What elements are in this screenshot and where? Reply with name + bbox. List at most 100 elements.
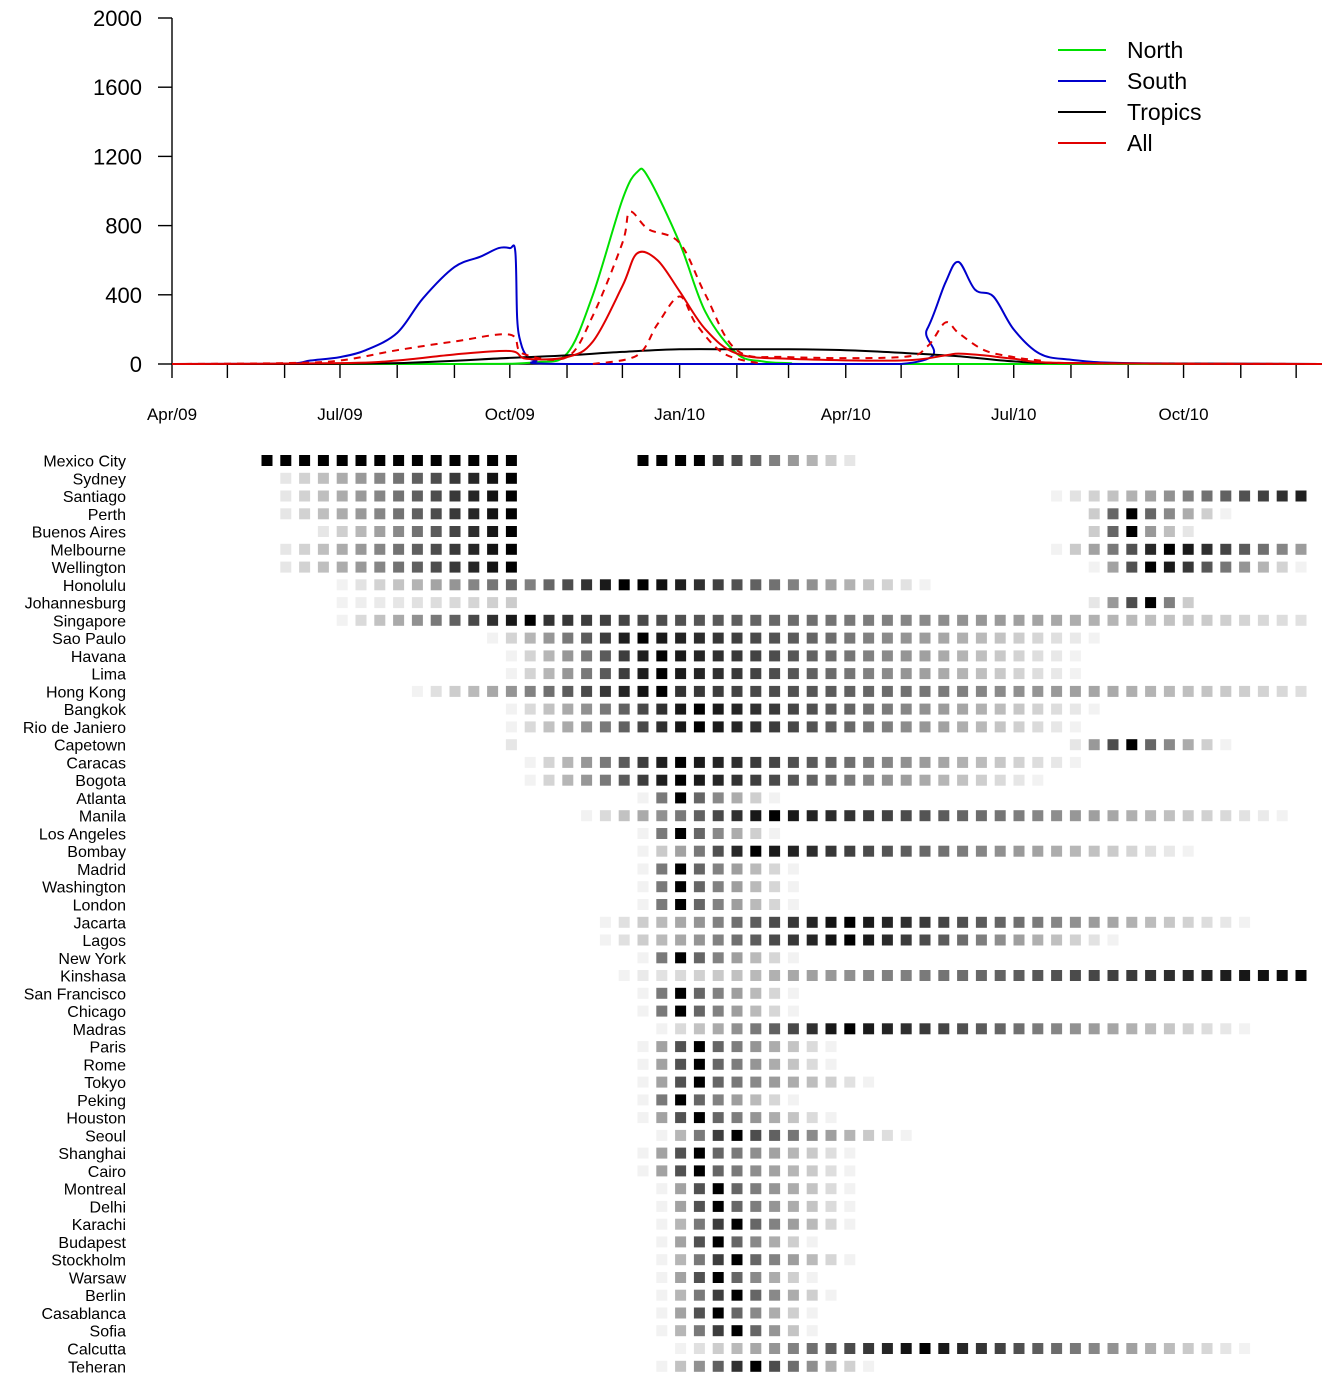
heat-cell xyxy=(1182,685,1194,697)
city-label: Washington xyxy=(42,880,126,897)
heat-cell xyxy=(618,668,630,680)
heat-cell xyxy=(693,899,705,910)
heat-cell xyxy=(374,543,386,555)
heat-cell xyxy=(505,685,517,697)
heat-cell xyxy=(1295,543,1307,555)
heat-cell xyxy=(693,1076,705,1088)
heat-cell xyxy=(1145,490,1157,502)
heat-cell xyxy=(637,952,649,964)
heat-cell xyxy=(881,632,893,644)
heat-cell xyxy=(938,614,950,626)
heat-cell xyxy=(712,863,724,875)
heat-cell xyxy=(1295,970,1307,981)
heat-cell xyxy=(1145,614,1157,626)
heat-cell xyxy=(825,1041,837,1053)
heat-cell xyxy=(769,987,781,999)
heat-cell xyxy=(693,579,705,591)
heat-cell xyxy=(731,881,743,893)
heat-cell xyxy=(656,934,668,946)
heat-cell xyxy=(825,1254,837,1266)
heat-cell xyxy=(1163,490,1175,502)
heat-cell xyxy=(675,1218,687,1230)
heat-cell xyxy=(900,614,912,626)
heat-cell xyxy=(844,685,856,697)
heat-cell xyxy=(863,1343,875,1354)
heat-cell xyxy=(957,1023,969,1035)
heat-cell xyxy=(750,828,762,839)
heat-cell xyxy=(468,597,480,609)
heat-cell xyxy=(787,1147,799,1159)
heat-cell xyxy=(750,1005,762,1017)
city-label: Caracas xyxy=(66,755,126,772)
heat-cell xyxy=(675,1272,687,1283)
heat-cell xyxy=(355,561,367,573)
heat-cell xyxy=(769,1218,781,1230)
heat-cell xyxy=(712,1129,724,1141)
heat-cell xyxy=(975,1023,987,1035)
heat-cell xyxy=(806,1129,818,1141)
y-tick-label: 400 xyxy=(105,283,142,308)
heat-cell xyxy=(844,650,856,662)
heat-cell xyxy=(787,863,799,875)
heat-cell xyxy=(863,703,875,715)
heat-cell xyxy=(581,721,593,733)
heat-cell xyxy=(750,1076,762,1088)
heat-cell xyxy=(618,614,630,626)
heat-cell xyxy=(750,1147,762,1159)
heat-cell xyxy=(806,1112,818,1124)
heat-cell xyxy=(468,508,480,520)
heat-cell xyxy=(1107,1023,1119,1035)
heat-cell xyxy=(524,632,536,644)
heat-cell xyxy=(957,916,969,928)
heat-cell xyxy=(975,632,987,644)
heat-cell xyxy=(374,579,386,591)
heat-cell xyxy=(411,579,423,591)
heat-cell xyxy=(731,987,743,999)
heat-cell xyxy=(449,597,461,609)
heat-cell xyxy=(1201,739,1213,751)
heat-cell xyxy=(975,668,987,680)
heat-cell xyxy=(581,632,593,644)
heat-cell xyxy=(750,1218,762,1230)
heat-cell xyxy=(693,1129,705,1141)
heat-cell xyxy=(919,614,931,626)
heat-cell xyxy=(656,1165,668,1177)
heat-cell xyxy=(336,543,348,555)
heat-cell xyxy=(562,668,574,680)
heat-cell xyxy=(1069,1023,1081,1035)
city-label: Bogota xyxy=(75,773,126,790)
heat-cell xyxy=(975,685,987,697)
heat-cell xyxy=(487,455,499,466)
heat-cell xyxy=(787,685,799,697)
heat-cell xyxy=(975,650,987,662)
heat-cell xyxy=(693,1005,705,1017)
heat-cell xyxy=(675,614,687,626)
heat-cell xyxy=(1013,632,1025,644)
heat-cell xyxy=(769,1165,781,1177)
city-label: Sao Paulo xyxy=(52,631,126,648)
heat-cell xyxy=(1013,756,1025,768)
heat-cell xyxy=(712,1112,724,1124)
city-label: Madrid xyxy=(77,862,126,879)
heat-cell xyxy=(769,668,781,680)
heat-cell xyxy=(675,1183,687,1195)
heat-cell xyxy=(299,543,311,555)
heat-cell xyxy=(806,1076,818,1088)
heat-cell xyxy=(1051,810,1063,822)
heat-cell xyxy=(731,828,743,839)
heat-cell xyxy=(881,668,893,680)
city-label: Lagos xyxy=(82,933,126,950)
heat-cell xyxy=(975,1343,987,1354)
heat-cell xyxy=(919,668,931,680)
heat-cell xyxy=(769,828,781,839)
city-label: Montreal xyxy=(64,1182,126,1199)
heat-cell xyxy=(1088,1023,1100,1035)
heat-cell xyxy=(787,1094,799,1106)
heat-cell xyxy=(449,614,461,626)
heat-cell xyxy=(1051,845,1063,857)
heat-cell xyxy=(1145,739,1157,751)
x-tick-label: Jan/10 xyxy=(654,405,705,424)
heat-cell xyxy=(769,1360,781,1372)
heat-cell xyxy=(1220,543,1232,555)
